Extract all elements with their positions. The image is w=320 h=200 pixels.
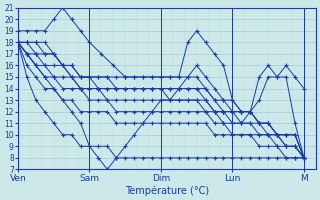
X-axis label: Température (°C): Température (°C)	[125, 185, 209, 196]
